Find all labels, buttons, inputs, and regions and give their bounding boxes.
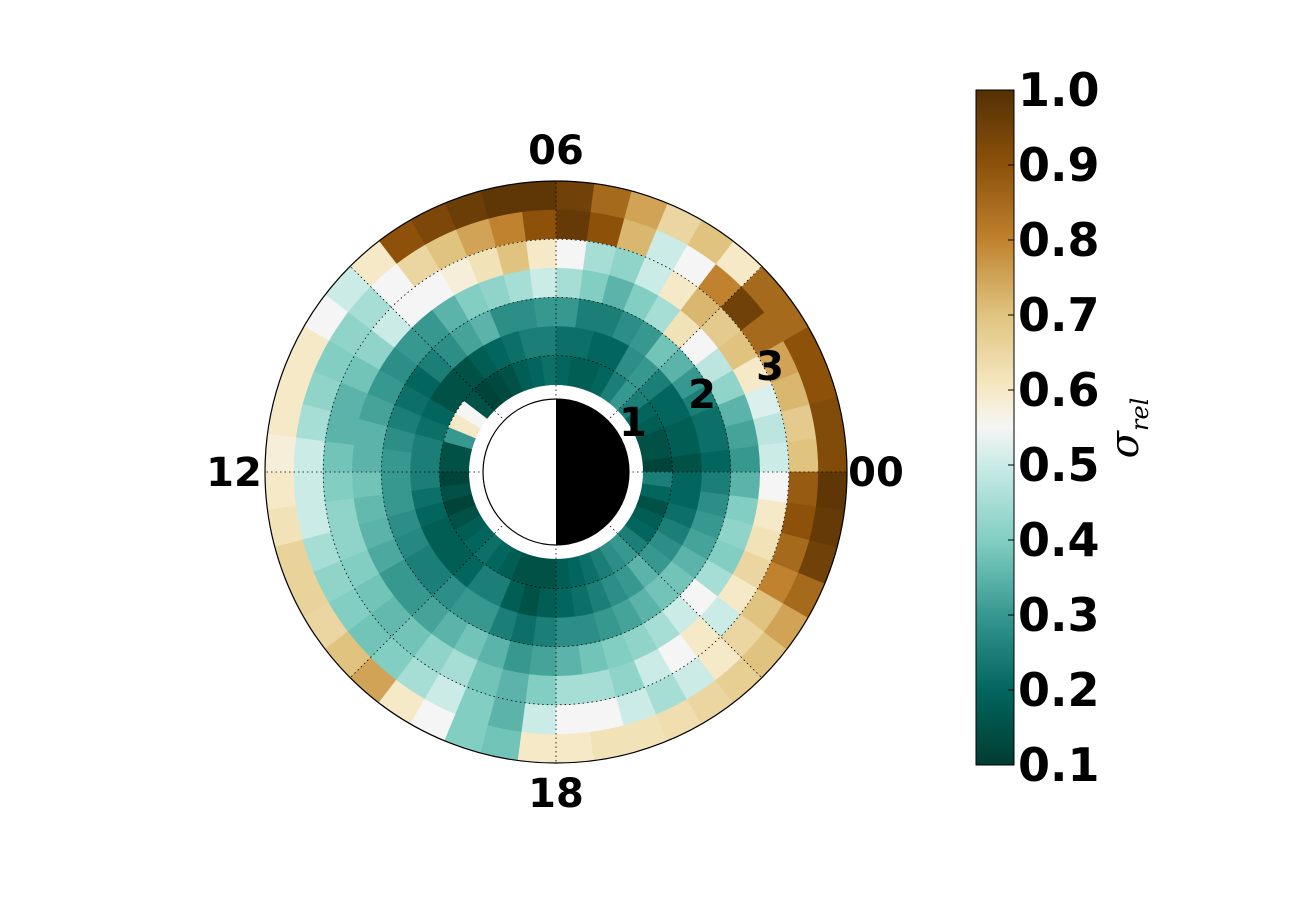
heatmap-cell [728,471,761,499]
colorbar-tick-label: 0.9 [1018,138,1100,192]
heatmap-cell [529,644,557,677]
heatmap-cell [293,471,326,507]
heatmap-cell [555,673,587,706]
heatmap-cell [757,441,790,473]
polar-cells-layer [264,180,848,764]
colorbar-label-sub: rel [1126,398,1154,431]
heatmap-cell [555,731,595,764]
radial-tick-3: 3 [756,344,784,390]
heatmap-cell [757,471,790,503]
heatmap-cell [351,471,384,499]
center-disk-night-half [556,399,629,545]
colorbar-tick-label: 0.1 [1018,738,1100,792]
colorbar-tick-label: 0.5 [1018,438,1100,492]
heatmap-cell [555,644,583,677]
colorbar-label-sigma: σrel [1102,398,1154,459]
grid-spoke [349,471,557,679]
colorbar-tick-label: 1.0 [1018,63,1100,117]
heatmap-cell [521,209,557,242]
grid-circle [439,355,673,589]
heatmap-cell [525,673,557,706]
colorbar-tick-label: 0.6 [1018,363,1100,417]
heatmap-cell [322,441,355,473]
heatmap-cell [815,471,848,511]
heatmap-cell [786,437,819,473]
angular-tick-18: 18 [528,771,584,817]
heatmap-cell [699,471,731,496]
colorbar-tick-label: 0.3 [1018,588,1100,642]
colorbar-ticks: 0.1 0.2 0.3 0.4 0.5 0.6 0.7 0.8 0.9 1.0 [1008,63,1100,792]
grid-spoke [555,471,763,679]
heatmap-cell [728,445,761,473]
heatmap-cell [815,433,848,473]
heatmap-cell [525,238,557,271]
radial-tick-1: 1 [619,400,647,446]
angular-tick-12: 12 [206,450,262,496]
heatmap-cell [555,297,580,329]
center-disk-day-half [483,399,556,545]
heatmap-cell [555,702,591,735]
grid-spoke [555,265,763,473]
colorbar-tick-label: 0.8 [1018,213,1100,267]
heatmap-cell [293,437,326,473]
center-disk [482,398,630,546]
heatmap-cell [264,471,297,511]
heatmap-cell [521,702,557,735]
colorbar-tick-label: 0.2 [1018,663,1100,717]
colorbar-tick-label: 0.7 [1018,288,1100,342]
center-disk-outline [482,398,630,546]
polar-outer-border [264,180,848,764]
angular-tick-06: 06 [528,128,584,174]
heatmap-cell [381,448,413,473]
grid-spoke [349,265,557,473]
heatmap-cell [786,471,819,507]
colorbar [975,89,1015,766]
heatmap-cell [555,238,587,271]
grid-circle [380,296,732,648]
heatmap-cell [529,267,557,300]
angular-tick-00: 00 [848,450,904,496]
colorbar-tick-label: 0.4 [1018,513,1100,567]
heatmap-cell [351,445,384,473]
colorbar-label: σrel [1102,398,1154,459]
radial-tick-2: 2 [688,372,716,418]
grid-circle [322,238,790,706]
heatmap-cell [517,180,557,213]
heatmap-cell [532,615,557,647]
heatmap-cell [264,433,297,473]
heatmap-cell [517,731,557,764]
heatmap-cell [555,209,591,242]
heatmap-cell [322,471,355,503]
heatmap-cell [555,180,595,213]
heatmap-cell [555,267,583,300]
